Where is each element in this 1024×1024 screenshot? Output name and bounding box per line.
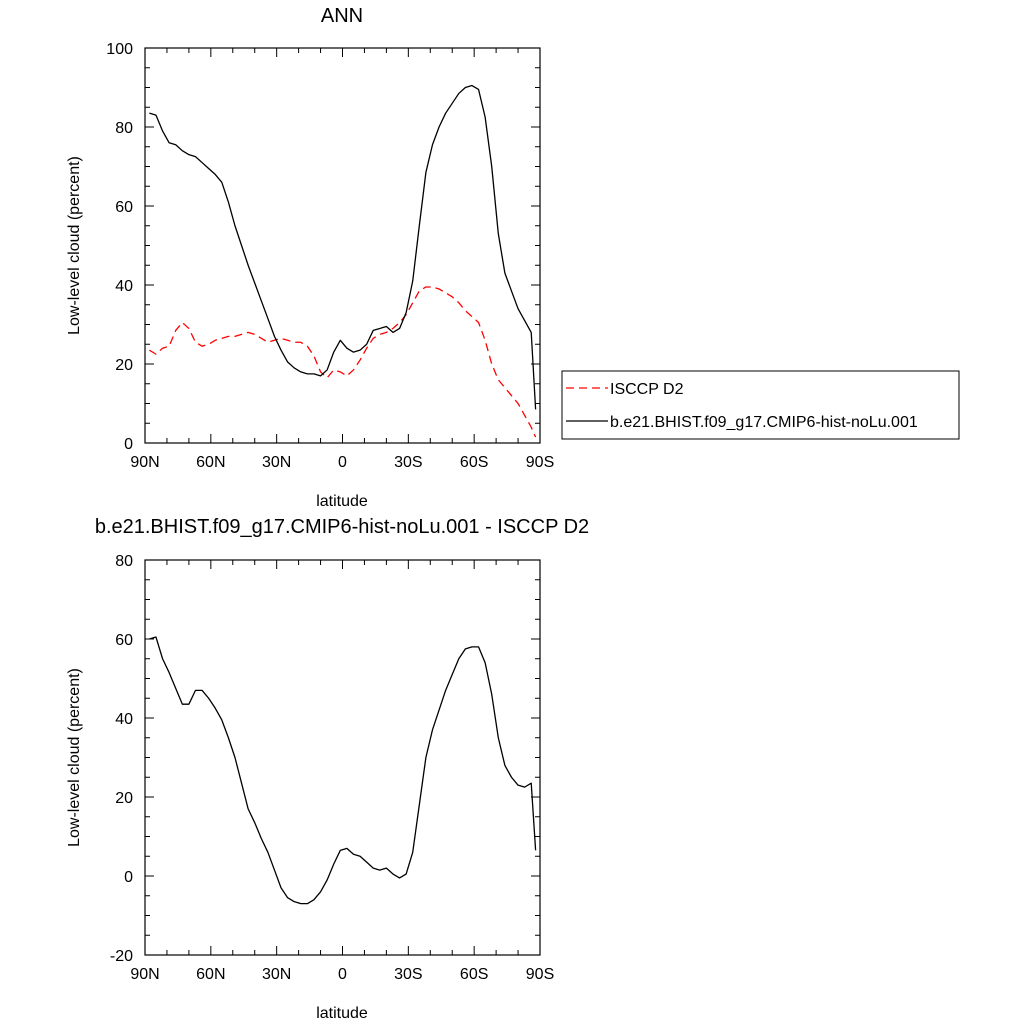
x-tick-label: 60N [196, 966, 225, 983]
chart-panel-difference: b.e21.BHIST.f09_g17.CMIP6-hist-noLu.001 … [66, 516, 589, 1022]
ticks-layer: 90N 60N 30N 0 30S 60S 90S 0 20 40 60 80 100 [106, 41, 554, 471]
y-tick-label: 60 [115, 199, 133, 216]
x-tick-label: 90S [526, 454, 554, 471]
x-tick-label: 30S [394, 966, 422, 983]
chart-title: ANN [321, 5, 363, 27]
chart-panel-annual: ANN 90N 60N 30N 0 30S 60S 90S 0 20 40 60 80 100 lati… [66, 5, 960, 510]
series-layer [149, 636, 537, 905]
plot-frame [144, 559, 541, 956]
x-tick-label: 30S [394, 454, 422, 471]
x-tick-label: 30N [262, 454, 291, 471]
x-tick-label: 30N [262, 966, 291, 983]
y-tick-label: 0 [124, 436, 133, 453]
series-line-1 [149, 84, 537, 410]
x-tick-label: 0 [338, 966, 347, 983]
x-tick-label: 60S [460, 454, 488, 471]
y-tick-label: 80 [115, 120, 133, 137]
y-tick-label: 20 [115, 790, 133, 807]
y-axis-label: Low-level cloud (percent) [66, 668, 83, 847]
y-tick-label: 100 [106, 41, 133, 58]
series-line-0 [149, 636, 537, 905]
x-tick-label: 90N [130, 454, 159, 471]
series-layer [149, 84, 537, 438]
x-tick-label: 90N [130, 966, 159, 983]
y-tick-label: 60 [115, 632, 133, 649]
y-tick-label: -20 [110, 948, 133, 965]
y-tick-label: 0 [124, 869, 133, 886]
ticks-layer: 90N 60N 30N 0 30S 60S 90S -20 0 20 40 60 80 [110, 553, 554, 983]
chart-title: b.e21.BHIST.f09_g17.CMIP6-hist-noLu.001 … [95, 516, 589, 538]
y-axis-label: Low-level cloud (percent) [66, 156, 83, 335]
y-tick-label: 80 [115, 553, 133, 570]
legend-box [561, 370, 960, 440]
legend: ISCCP D2 b.e21.BHIST.f09_g17.CMIP6-hist-… [561, 370, 960, 440]
x-tick-label: 90S [526, 966, 554, 983]
x-tick-label: 60S [460, 966, 488, 983]
x-tick-label: 0 [338, 454, 347, 471]
y-tick-label: 40 [115, 711, 133, 728]
legend-label-model: b.e21.BHIST.f09_g17.CMIP6-hist-noLu.001 [610, 414, 918, 431]
plot-frame [144, 47, 541, 444]
y-tick-label: 20 [115, 357, 133, 374]
x-axis-label: latitude [316, 493, 368, 510]
series-line-0 [149, 286, 537, 438]
legend-label-isccp: ISCCP D2 [610, 381, 684, 398]
x-tick-label: 60N [196, 454, 225, 471]
x-axis-label: latitude [316, 1005, 368, 1022]
y-tick-label: 40 [115, 278, 133, 295]
